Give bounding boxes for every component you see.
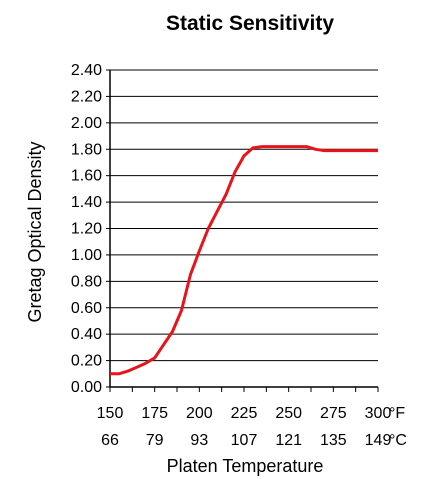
- x-tick-label-c: 79: [146, 432, 164, 449]
- y-tick-label: 0.20: [71, 353, 102, 370]
- y-tick-label: 0.40: [71, 326, 102, 343]
- x-tick-label-f: 150: [97, 405, 124, 422]
- y-tick-label: 0.00: [71, 379, 102, 396]
- y-tick-label: 2.00: [71, 115, 102, 132]
- x-tick-label-c: 107: [231, 432, 258, 449]
- y-tick-label: 1.00: [71, 247, 102, 264]
- x-tick-label-c: 66: [101, 432, 119, 449]
- y-tick-label: 1.20: [71, 221, 102, 238]
- y-tick-label: 1.80: [71, 141, 102, 158]
- grid: [110, 69, 378, 362]
- y-tick-label: 0.80: [71, 273, 102, 290]
- y-tick-label: 1.60: [71, 168, 102, 185]
- y-tick-label: 0.60: [71, 300, 102, 317]
- x-axis-label: Platen Temperature: [167, 456, 324, 476]
- x-tick-label-c: 149: [365, 432, 392, 449]
- x-tick-label-c: 121: [275, 432, 302, 449]
- x-unit-f: °F: [389, 405, 405, 422]
- x-tick-label-f: 250: [275, 405, 302, 422]
- x-tick-label-f: 300: [365, 405, 392, 422]
- x-unit-c: °C: [389, 432, 407, 449]
- y-tick-label: 2.40: [71, 62, 102, 79]
- x-tick-label-f: 275: [320, 405, 347, 422]
- y-tick-label: 1.40: [71, 194, 102, 211]
- y-tick-label: 2.20: [71, 88, 102, 105]
- x-tick-label-c: 135: [320, 432, 347, 449]
- x-tick-label-f: 175: [141, 405, 168, 422]
- x-tick-label-c: 93: [190, 432, 208, 449]
- x-tick-label-f: 200: [186, 405, 213, 422]
- y-tick-labels: 0.00 0.20 0.40 0.60 0.80 1.00 1.20 1.40 1.60 1.80…: [71, 62, 102, 396]
- chart-title: Static Sensitivity: [166, 12, 334, 35]
- axes: [106, 69, 379, 392]
- series-line: [110, 145, 378, 376]
- x-tick-labels: 150 66 175 79 200 93 225 107 250 121 275 135 300 149: [97, 405, 392, 449]
- x-tick-label-f: 225: [231, 405, 258, 422]
- y-axis-label: Gretag Optical Density: [25, 141, 45, 322]
